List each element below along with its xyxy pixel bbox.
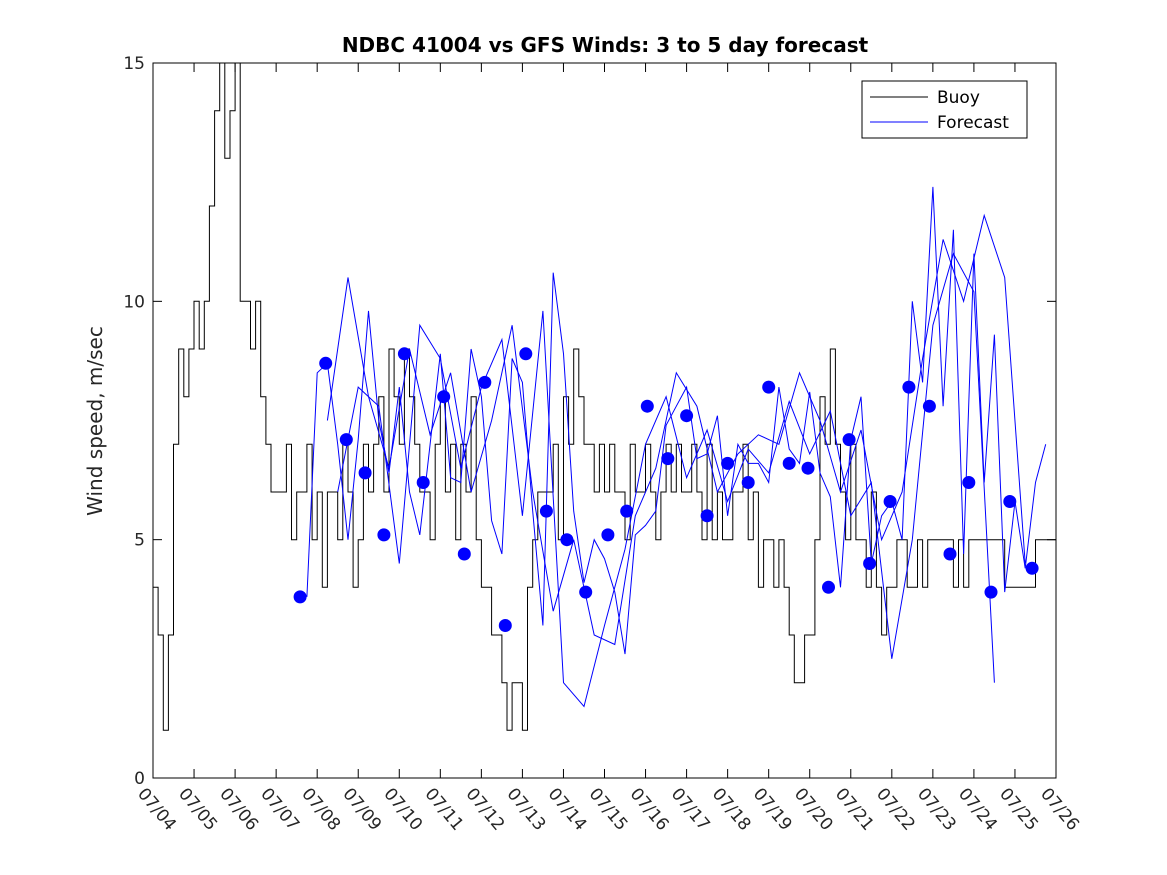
legend-forecast-label: Forecast (937, 113, 1009, 133)
forecast-marker (397, 347, 411, 361)
forecast-marker (519, 347, 533, 361)
forecast-marker (620, 504, 634, 518)
forecast-marker (984, 585, 998, 599)
forecast-marker (358, 466, 372, 480)
forecast-marker (539, 504, 553, 518)
forecast-marker (922, 399, 936, 413)
forecast-marker (579, 585, 593, 599)
forecast-marker (601, 528, 615, 542)
y-axis-label: Wind speed, m/sec (83, 326, 107, 516)
forecast-marker (640, 399, 654, 413)
forecast-marker (782, 456, 796, 470)
forecast-marker (293, 590, 307, 604)
forecast-marker (1025, 561, 1039, 575)
y-tick-label: 5 (134, 531, 145, 551)
forecast-marker (721, 456, 735, 470)
legend: Buoy Forecast (861, 80, 1028, 139)
forecast-marker (801, 461, 815, 475)
forecast-marker (962, 476, 976, 489)
y-tick-label: 15 (123, 54, 145, 74)
legend-box (861, 80, 1028, 139)
forecast-marker (416, 476, 430, 489)
forecast-marker (762, 380, 776, 394)
forecast-marker (883, 495, 897, 508)
forecast-marker (478, 375, 492, 389)
forecast-marker (319, 356, 333, 370)
plot-area (153, 62, 1056, 731)
buoy-line (153, 62, 1056, 731)
chart-title: NDBC 41004 vs GFS Winds: 3 to 5 day fore… (342, 33, 869, 57)
forecast-run-1 (306, 186, 1047, 655)
forecast-marker (498, 619, 512, 632)
forecast-marker (863, 557, 877, 570)
forecast-marker (680, 409, 694, 423)
forecast-marker (437, 390, 451, 404)
forecast-marker (560, 533, 574, 547)
forecast-marker (943, 547, 957, 561)
forecast-marker (661, 452, 675, 466)
forecast-marker (457, 547, 471, 561)
forecast-marker (822, 580, 835, 594)
forecast-marker (700, 509, 714, 523)
forecast-marker (902, 380, 916, 394)
y-tick-label: 10 (123, 292, 145, 312)
forecast-marker (1003, 495, 1017, 508)
forecast-marker (339, 433, 353, 447)
forecast-marker (377, 528, 391, 542)
y-tick-label: 0 (134, 769, 145, 789)
legend-buoy-label: Buoy (937, 88, 980, 108)
forecast-marker (842, 433, 856, 447)
forecast-marker (741, 476, 755, 489)
